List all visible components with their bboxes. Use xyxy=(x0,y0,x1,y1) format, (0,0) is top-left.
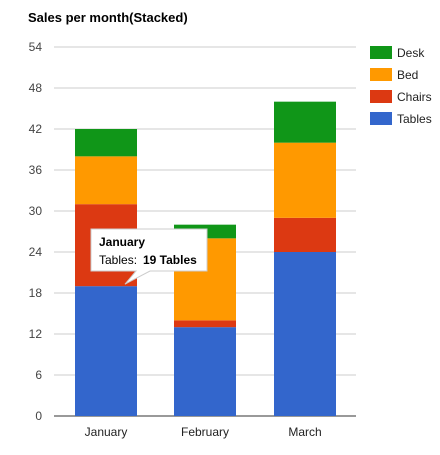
legend-swatch-tables xyxy=(370,112,392,125)
y-tick-label: 54 xyxy=(29,40,43,54)
tooltip-value: 19 Tables xyxy=(143,253,197,267)
y-tick-label: 0 xyxy=(35,409,42,423)
chart-title: Sales per month(Stacked) xyxy=(28,10,188,25)
x-tick-label: February xyxy=(181,425,229,439)
legend: Desk Bed Chairs Tables xyxy=(370,46,432,126)
y-tick-label: 48 xyxy=(29,81,43,95)
tooltip-title: January xyxy=(99,235,145,249)
legend-swatch-chairs xyxy=(370,90,392,103)
legend-label-tables[interactable]: Tables xyxy=(397,112,432,126)
tooltip-box xyxy=(90,228,208,285)
tooltip: January Tables: 19 Tables xyxy=(90,228,208,285)
legend-label-desk[interactable]: Desk xyxy=(397,46,425,60)
bar-bed-january[interactable] xyxy=(75,156,137,205)
y-axis-tick-labels: 0 6 12 18 24 30 36 42 48 54 xyxy=(29,40,43,423)
x-axis-tick-labels: January February March xyxy=(85,425,322,439)
bar-tables-february[interactable] xyxy=(174,327,236,416)
y-tick-label: 30 xyxy=(29,204,43,218)
bar-desk-january[interactable] xyxy=(75,129,137,157)
x-tick-label: January xyxy=(85,425,128,439)
y-tick-label: 18 xyxy=(29,286,43,300)
bar-chairs-february[interactable] xyxy=(174,320,236,328)
x-tick-label: March xyxy=(288,425,321,439)
y-tick-label: 36 xyxy=(29,163,43,177)
bar-tables-march[interactable] xyxy=(274,252,336,416)
tooltip-series-label: Tables: xyxy=(99,253,137,267)
legend-label-chairs[interactable]: Chairs xyxy=(397,90,432,104)
bar-bed-march[interactable] xyxy=(274,142,336,218)
y-tick-label: 24 xyxy=(29,245,43,259)
bar-tables-january[interactable] xyxy=(75,286,137,416)
bar-desk-march[interactable] xyxy=(274,101,336,143)
legend-label-bed[interactable]: Bed xyxy=(397,68,418,82)
bar-chairs-march[interactable] xyxy=(274,217,336,252)
y-tick-label: 12 xyxy=(29,327,43,341)
y-tick-label: 42 xyxy=(29,122,43,136)
y-tick-label: 6 xyxy=(35,368,42,382)
legend-swatch-bed xyxy=(370,68,392,81)
legend-swatch-desk xyxy=(370,46,392,59)
bars xyxy=(75,101,336,416)
